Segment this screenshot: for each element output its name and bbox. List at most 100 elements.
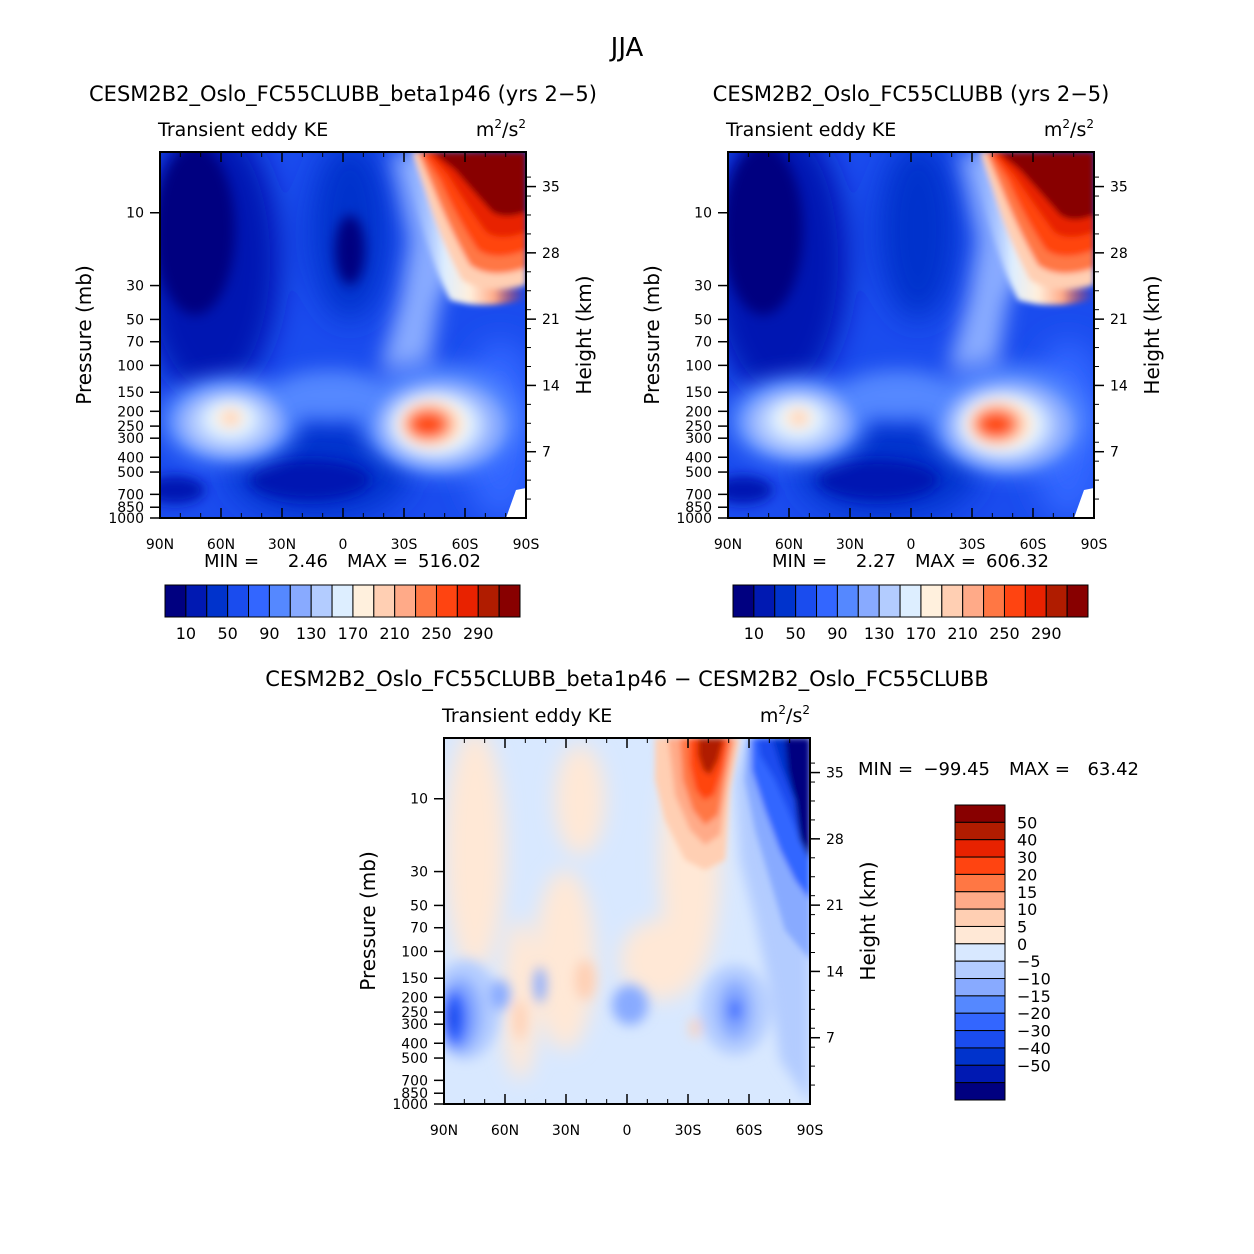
colorbar-box — [1024, 584, 1047, 618]
y-right-tick-label: 7 — [1110, 445, 1119, 461]
panel-difference: CESM2B2_Oslo_FC55CLUBB_beta1p46 − CESM2B… — [265, 667, 1139, 1139]
max-value: 606.32 — [986, 551, 1049, 572]
colorbar-label: 50 — [785, 624, 805, 643]
colorbar-box — [227, 584, 250, 618]
min-value: 2.46 — [288, 551, 328, 572]
colorbar-box — [954, 821, 1006, 841]
y-tick-label: 1000 — [108, 511, 144, 527]
colorbar-box — [795, 584, 818, 618]
colorbar-label: −40 — [1017, 1039, 1051, 1058]
y-tick-label: 400 — [401, 1036, 428, 1052]
colorbar-label: 250 — [989, 624, 1020, 643]
x-tick-label: 30N — [836, 537, 864, 553]
colorbar-label: −20 — [1017, 1004, 1051, 1023]
y-tick-label: 400 — [117, 450, 144, 466]
y-tick-label: 150 — [117, 385, 144, 401]
y-right-tick-label: 21 — [1110, 312, 1128, 328]
y-tick-label: 100 — [117, 358, 144, 374]
colorbar-label: −50 — [1017, 1056, 1051, 1075]
panel-subtitle: Transient eddy KE — [441, 705, 612, 727]
y-axis-right: 35 28 21 14 7 — [1094, 176, 1128, 500]
colorbar-box — [289, 584, 312, 618]
y-tick-label: 30 — [694, 279, 712, 295]
y-right-tick-label: 35 — [542, 180, 560, 196]
colorbar-box — [498, 584, 521, 618]
y-axis-right: 35 28 21 14 7 — [810, 762, 844, 1086]
colorbar-label: 290 — [1031, 624, 1062, 643]
y-tick-label: 70 — [410, 921, 428, 937]
colorbar-box — [983, 584, 1005, 618]
x-tick-label: 90S — [1081, 537, 1108, 553]
y-tick-label: 150 — [401, 971, 428, 987]
colorbar-box — [774, 584, 797, 618]
x-tick-label: 90N — [146, 537, 174, 553]
y-tick-label: 700 — [401, 1073, 428, 1089]
min-label: MIN = — [772, 551, 827, 572]
colorbar-box — [477, 584, 500, 618]
max-value: 63.42 — [1087, 759, 1139, 780]
colorbar-box — [1045, 584, 1068, 618]
colorbar-label: 40 — [1017, 831, 1037, 850]
colorbar-box — [954, 1082, 1006, 1101]
y-right-tick-label: 35 — [826, 766, 844, 782]
y-tick-label: 250 — [401, 1005, 428, 1021]
y-tick-label: 500 — [685, 465, 712, 481]
colorbar-label: 290 — [463, 624, 494, 643]
colorbar-box — [248, 584, 270, 618]
colorbar-box — [331, 584, 354, 618]
panel-subtitle: Transient eddy KE — [725, 119, 896, 141]
colorbar-box — [456, 584, 479, 618]
colorbar-label: −5 — [1017, 952, 1041, 971]
min-label: MIN = — [858, 759, 913, 780]
panel-beta1p46: CESM2B2_Oslo_FC55CLUBB_beta1p46 (yrs 2−5… — [72, 82, 597, 643]
colorbar-label: 5 — [1017, 917, 1027, 936]
colorbar: 10 50 90 130 170 210 250 290 — [164, 584, 521, 643]
y-axis-right-label: Height (km) — [856, 861, 880, 980]
y-tick-label: 30 — [126, 279, 144, 295]
colorbar-box — [954, 873, 1006, 893]
y-tick-label: 10 — [694, 206, 712, 222]
y-right-tick-label: 14 — [826, 964, 844, 980]
y-tick-label: 300 — [117, 431, 144, 447]
x-axis: 90N 60N 30N 0 30S 60S 90S — [714, 152, 1108, 553]
y-tick-label: 50 — [126, 312, 144, 328]
x-tick-label: 0 — [623, 1123, 632, 1139]
colorbar-box — [954, 804, 1006, 823]
y-right-tick-label: 7 — [542, 445, 551, 461]
x-tick-label: 0 — [339, 537, 348, 553]
colorbar-label: 10 — [744, 624, 764, 643]
colorbar: 10 50 90 130 170 210 250 290 — [732, 584, 1089, 643]
colorbar-label: −15 — [1017, 987, 1051, 1006]
panel-units: m2/s2 — [1044, 117, 1094, 141]
colorbar-box — [185, 584, 208, 618]
y-tick-label: 10 — [410, 792, 428, 808]
colorbar-label: 10 — [176, 624, 196, 643]
colorbar-label: 50 — [1017, 813, 1037, 832]
colorbar-label: 90 — [259, 624, 279, 643]
y-tick-label: 10 — [126, 206, 144, 222]
colorbar-box — [954, 925, 1006, 945]
x-tick-label: 90N — [714, 537, 742, 553]
colorbar-box — [954, 978, 1006, 997]
x-tick-label: 60N — [775, 537, 803, 553]
colorbar-box — [753, 584, 776, 618]
colorbar-box — [954, 995, 1006, 1014]
y-tick-label: 850 — [117, 500, 144, 516]
colorbar-label: 210 — [379, 624, 410, 643]
colorbar-label: 170 — [906, 624, 937, 643]
y-tick-label: 50 — [694, 312, 712, 328]
colorbar-label: 210 — [947, 624, 978, 643]
colorbar-box — [1003, 584, 1026, 618]
x-tick-label: 0 — [907, 537, 916, 553]
x-tick-label: 90N — [430, 1123, 458, 1139]
colorbar-box — [954, 908, 1006, 927]
colorbar-label: 170 — [338, 624, 369, 643]
contour-field — [728, 152, 1094, 518]
y-right-tick-label: 28 — [826, 832, 844, 848]
colorbar-box — [954, 1030, 1006, 1049]
y-tick-label: 300 — [685, 431, 712, 447]
x-tick-label: 60S — [736, 1123, 763, 1139]
